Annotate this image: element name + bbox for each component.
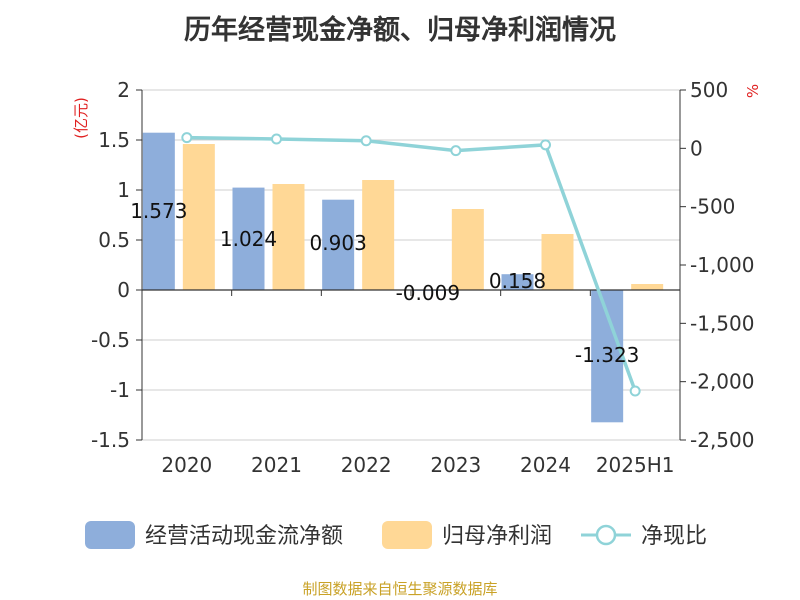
left-tick-label: -1	[110, 378, 130, 402]
ratio-point-2021	[271, 133, 282, 145]
left-unit-label: (亿元)	[72, 97, 90, 139]
x-tick-label-2020: 2020	[161, 453, 212, 477]
left-tick-label: -1.5	[91, 428, 130, 452]
right-tick-label: -500	[690, 195, 735, 219]
cashflow-label-2025H1: -1.323	[575, 343, 639, 367]
profit-bar-2024	[541, 234, 574, 290]
ratio-line	[186, 135, 637, 392]
left-tick-label: 2	[117, 78, 130, 102]
legend-swatch-cashflow	[85, 521, 135, 549]
data-labels: 1.573 1.024 0.903 -0.009 0.158 -1.323	[130, 199, 639, 367]
profit-bar-2022	[362, 180, 395, 290]
cashflow-label-2023: -0.009	[396, 281, 460, 305]
legend-label-ratio: 净现比	[641, 524, 707, 549]
profit-bar-2025H1	[631, 284, 664, 290]
right-tick-label: 0	[690, 136, 703, 160]
right-tick-label: -1,000	[690, 253, 754, 277]
legend-label-profit: 归母净利润	[442, 524, 552, 549]
x-tick-label-2021: 2021	[251, 453, 302, 477]
bar-series	[142, 132, 664, 423]
x-tick-label-2023: 2023	[430, 453, 481, 477]
legend-swatch-ratio-marker	[595, 524, 617, 546]
ratio-point-2025H1	[629, 385, 641, 397]
cashflow-label-2024: 0.158	[489, 269, 546, 293]
x-tick-label-2022: 2022	[341, 453, 392, 477]
ratio-point-2020	[181, 132, 193, 144]
source-note: 制图数据来自恒生聚源数据库	[302, 580, 498, 598]
cashflow-bar-2022	[322, 199, 355, 290]
cashflow-bar-2020	[142, 132, 175, 290]
right-tick-label: 500	[690, 78, 728, 102]
cashflow-label-2022: 0.903	[310, 231, 367, 255]
ratio-point-2022	[360, 135, 372, 147]
legend: 经营活动现金流净额 归母净利润 净现比	[85, 521, 707, 549]
chart-title: 历年经营现金净额、归母净利润情况	[184, 15, 616, 46]
cashflow-bar-2021	[232, 187, 265, 290]
left-tick-label: 0.5	[98, 228, 130, 252]
ratio-point-2024	[540, 139, 551, 151]
right-tick-label: -1,500	[690, 311, 754, 335]
legend-label-cashflow: 经营活动现金流净额	[145, 524, 343, 549]
profit-bar-2023	[451, 209, 484, 290]
x-tick-label-2024: 2024	[520, 453, 571, 477]
x-tick-label-2025H1: 2025H1	[596, 453, 675, 477]
cashflow-bar-2024	[501, 274, 534, 290]
cashflow-label-2021: 1.024	[220, 227, 277, 251]
legend-swatch-profit	[382, 521, 432, 549]
axes: 2 1.5 1 0.5 0 -0.5 -1 -1.5 500 0 -500 -1,000 -1,500 -…	[72, 78, 762, 477]
right-tick-label: -2,000	[690, 370, 754, 394]
cashflow-label-2020: 1.573	[130, 199, 187, 223]
ratio-point-2023	[450, 145, 462, 157]
profit-bar-2021	[272, 184, 305, 290]
left-tick-label: 0	[117, 278, 130, 302]
left-tick-label: 1	[117, 178, 130, 202]
right-unit-label: %	[744, 84, 762, 98]
line-series	[181, 132, 641, 397]
profit-bar-2020	[182, 144, 215, 290]
right-tick-label: -2,500	[690, 428, 754, 452]
left-tick-label: -0.5	[91, 328, 130, 352]
left-tick-label: 1.5	[98, 128, 130, 152]
